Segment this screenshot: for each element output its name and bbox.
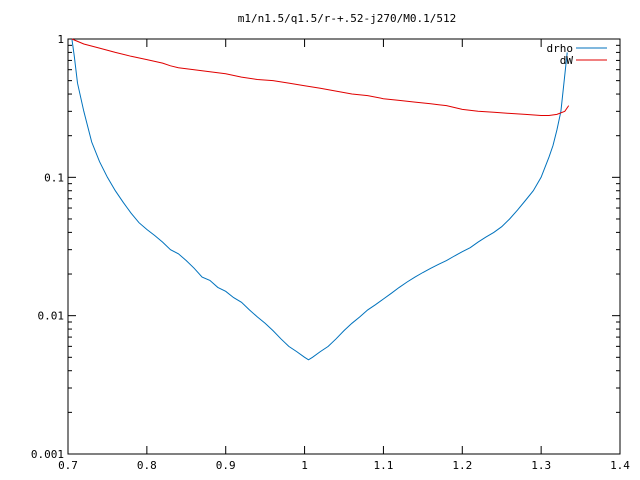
x-tick-label: 0.8 bbox=[137, 459, 157, 472]
x-tick-label: 1.3 bbox=[531, 459, 551, 472]
plot-area-frame bbox=[67, 38, 621, 455]
series-line-drho bbox=[71, 38, 568, 361]
x-tick-label: 1.4 bbox=[610, 459, 630, 472]
legend-label-dW: dW bbox=[560, 54, 574, 67]
y-tick-label: 1 bbox=[57, 33, 64, 46]
x-tick-label: 1.1 bbox=[373, 459, 393, 472]
x-tick-label: 0.9 bbox=[216, 459, 236, 472]
series-layer bbox=[71, 38, 570, 361]
tick-layer: 0.7 0.8 0.9 1 1.1 1.2 1.3 1.4 1 0.1 0.01 0.001 bbox=[31, 33, 630, 472]
legend-label-drho: drho bbox=[547, 42, 574, 55]
y-tick-label: 0.1 bbox=[44, 171, 64, 184]
x-tick-label: 1.2 bbox=[452, 459, 472, 472]
x-tick-label: 1 bbox=[301, 459, 308, 472]
chart-title: m1/n1.5/q1.5/r-+.52-j270/M0.1/512 bbox=[238, 12, 457, 25]
series-line-dW bbox=[71, 38, 570, 116]
y-tick-label: 0.01 bbox=[38, 310, 65, 323]
x-tick-label: 0.7 bbox=[58, 459, 78, 472]
y-tick-label: 0.001 bbox=[31, 448, 64, 461]
